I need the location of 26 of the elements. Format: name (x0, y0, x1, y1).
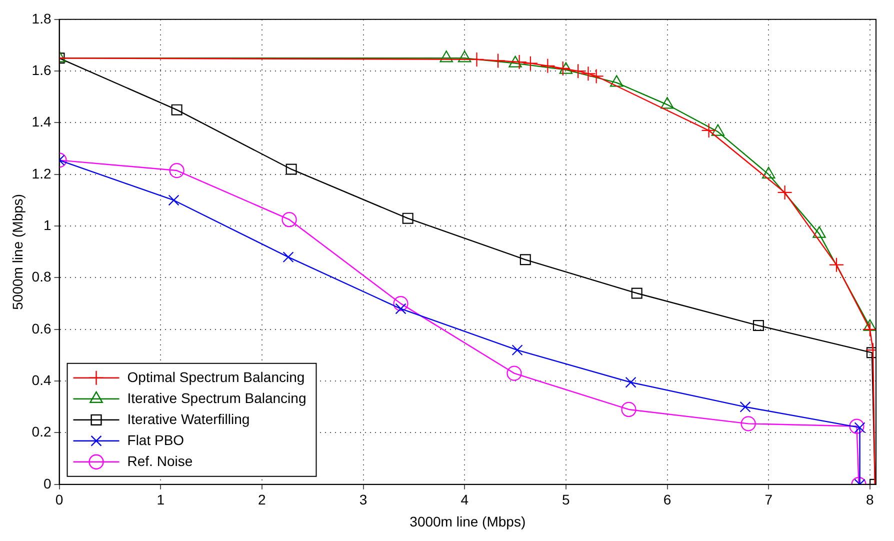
x-tick-label: 2 (258, 492, 266, 508)
legend-label: Ref. Noise (127, 452, 193, 469)
y-tick-label: 0.8 (32, 268, 52, 285)
y-tick-label: 1.6 (32, 62, 52, 78)
legend-label: Optimal Spectrum Balancing (127, 368, 305, 385)
x-tick-label: 8 (866, 492, 874, 508)
x-tick-label: 1 (156, 492, 165, 508)
x-axis-title: 3000m line (Mbps) (410, 513, 526, 530)
y-tick-label: 0 (43, 475, 52, 492)
y-tick-label: 1.8 (32, 10, 52, 26)
y-tick-label: 1 (43, 216, 52, 233)
legend-label: Iterative Spectrum Balancing (127, 390, 306, 406)
y-tick-label: 0.4 (32, 372, 52, 388)
y-tick-label: 1.2 (32, 165, 52, 182)
y-tick-label: 0.6 (32, 320, 52, 336)
y-tick-label: 1.4 (32, 114, 52, 130)
legend-label: Iterative Waterfilling (127, 410, 250, 427)
y-tick-label: 0.2 (32, 424, 52, 440)
x-tick-label: 5 (562, 492, 570, 508)
y-axis-title: 5000m line (Mbps) (9, 194, 26, 310)
x-tick-label: 0 (55, 492, 64, 508)
x-tick-label: 3 (359, 492, 368, 508)
x-tick-label: 4 (460, 492, 469, 508)
x-tick-label: 7 (764, 492, 773, 508)
x-tick-label: 6 (663, 492, 672, 508)
legend-label: Flat PBO (127, 432, 184, 448)
